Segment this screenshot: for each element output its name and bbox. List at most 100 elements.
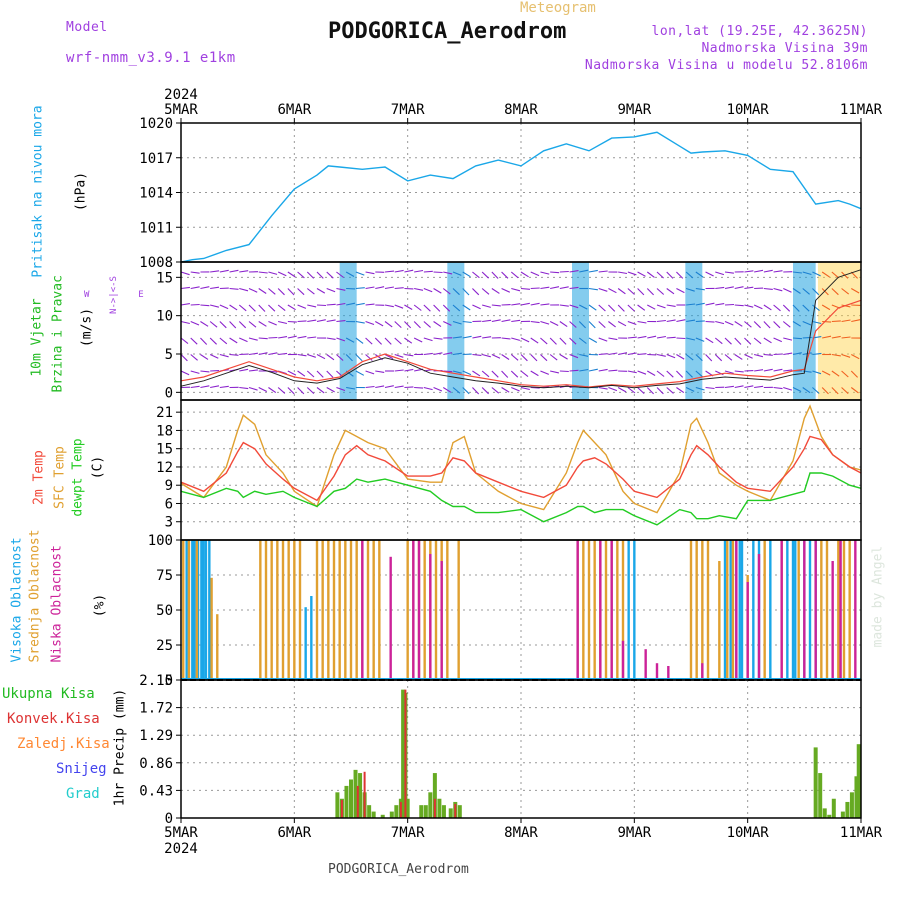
- wind-barb: [549, 354, 558, 361]
- wind-barb: [336, 287, 346, 291]
- convective-precip-bar: [433, 798, 436, 818]
- y-tick-label: 1014: [139, 186, 173, 202]
- wind-barb: [423, 321, 431, 328]
- y-tick-label: 50: [156, 603, 173, 619]
- wind-barb: [452, 336, 462, 339]
- wind-barb: [559, 321, 568, 328]
- mid-cloud-bar: [706, 540, 710, 680]
- wind-barb: [569, 337, 577, 345]
- wind-barb: [695, 287, 705, 291]
- low-cloud-bar: [599, 540, 602, 680]
- wind-barb: [404, 368, 414, 372]
- wind-barb: [374, 337, 382, 345]
- mid-cloud-bar: [763, 540, 766, 680]
- wind-barb: [763, 304, 772, 311]
- wind-barb: [540, 303, 550, 306]
- wind-barb: [851, 319, 861, 323]
- wind-barb: [394, 385, 404, 389]
- wind-barb: [180, 320, 190, 325]
- wind-barb: [763, 337, 772, 344]
- wind-barb: [783, 337, 793, 341]
- wind-barb: [598, 287, 608, 292]
- y-tick-label: 0.43: [139, 783, 173, 799]
- wind-barb: [579, 368, 589, 372]
- wind-barb: [287, 271, 296, 278]
- wind-barb: [550, 286, 560, 290]
- wind-barb: [297, 320, 307, 323]
- wind-barb: [734, 304, 744, 307]
- y-tick-label: 10: [156, 309, 173, 325]
- wind-barb: [336, 337, 346, 342]
- wind-barb: [355, 302, 365, 306]
- wind-barb: [578, 321, 586, 329]
- wind-barb: [724, 286, 734, 290]
- mid-cloud-bar: [366, 540, 370, 680]
- wind-barb: [569, 353, 579, 359]
- y-tick-label: 15: [156, 442, 173, 458]
- wind-barb: [705, 386, 715, 390]
- wind-barb: [180, 286, 190, 290]
- wind-barb: [617, 321, 627, 327]
- station-title: PODGORICA_Aerodrom: [328, 19, 567, 44]
- y-tick-label: 9: [165, 478, 173, 494]
- wind-barb: [190, 271, 200, 274]
- y-tick-label: 21: [156, 405, 173, 421]
- wind-barb: [443, 271, 453, 275]
- wind-barb: [608, 304, 616, 312]
- wind-barb: [763, 353, 773, 356]
- mid-cloud-bar: [276, 540, 279, 680]
- wind-barb: [841, 319, 851, 323]
- wind-barb: [219, 385, 229, 389]
- y-tick-label: 0: [165, 811, 173, 827]
- wind-barb: [443, 321, 452, 326]
- wind-barb: [375, 385, 385, 389]
- low-cloud-bar: [644, 649, 647, 680]
- wind-barb: [734, 354, 743, 360]
- wind-barb: [695, 302, 705, 306]
- mid-cloud-bar: [842, 540, 846, 680]
- wind-barb: [200, 370, 210, 373]
- wind-barb: [452, 304, 461, 312]
- y-tick-label: 1.29: [139, 728, 173, 744]
- wind-barb: [666, 304, 676, 307]
- wind-barb: [336, 354, 344, 361]
- wind-barb: [559, 304, 569, 307]
- wind-barb: [559, 370, 569, 373]
- wind-barb: [365, 354, 373, 361]
- wind-barb: [268, 271, 278, 275]
- mid-cloud-bar: [689, 540, 693, 680]
- wind-barb: [559, 270, 569, 273]
- mid-cloud-bar: [338, 540, 341, 680]
- mid-cloud-bar: [182, 540, 185, 680]
- wind-barb: [394, 337, 402, 345]
- wind-barb: [394, 304, 404, 309]
- wind-barb: [705, 271, 714, 277]
- wind-barb: [821, 271, 830, 278]
- y-tick-label: 18: [156, 423, 173, 439]
- wind-barb: [617, 304, 625, 312]
- wind-barb: [792, 352, 802, 356]
- wind-barb: [268, 352, 278, 356]
- wind-barb: [336, 386, 346, 392]
- lonlat-label: lon,lat (19.25E, 42.3625N): [651, 24, 868, 39]
- low-cloud-bar: [412, 540, 415, 680]
- wind-barb: [734, 337, 742, 345]
- wind-band: [339, 262, 357, 400]
- wind-barb: [443, 370, 453, 373]
- wind-barb: [530, 354, 538, 362]
- wind-barb: [210, 286, 220, 290]
- wind-barb: [686, 303, 696, 306]
- wind-barb: [520, 354, 528, 362]
- mid-cloud-bar: [270, 540, 273, 680]
- total-precip-bar: [432, 773, 437, 818]
- x-tick-label-bottom: 10MAR: [727, 825, 770, 841]
- mid-cloud-bar: [837, 540, 840, 680]
- wind-barb: [744, 304, 754, 308]
- wind-barb: [277, 304, 286, 312]
- wind-barb: [676, 319, 686, 323]
- wind-barb: [248, 352, 258, 356]
- total-precip-bar: [380, 814, 385, 818]
- total-precip-bar: [401, 689, 406, 818]
- wind-barb: [462, 271, 471, 278]
- wind-barb: [637, 335, 647, 339]
